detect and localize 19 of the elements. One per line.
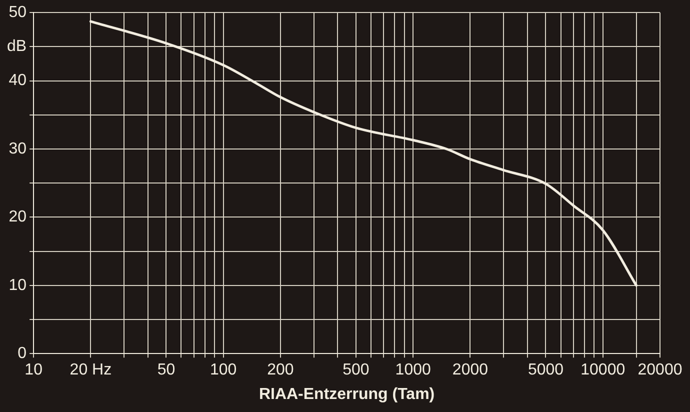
x-tick-label: 1000 [395, 362, 432, 379]
x-tick-label: 10 [24, 362, 43, 379]
x-tick-label: 20000 [638, 362, 682, 379]
x-tick-label: 50 [157, 362, 176, 379]
y-tick-label: 10 [8, 276, 27, 294]
x-tick-label: 20 Hz [70, 362, 112, 379]
x-tick-label: 2000 [452, 362, 488, 379]
y-tick-label: 50 [8, 4, 27, 22]
x-tick-label: 200 [267, 362, 294, 379]
x-tick-label: 5000 [528, 362, 564, 379]
x-axis-title: RIAA-Entzerrung (Tam) [258, 386, 435, 403]
x-tick-label: 10000 [580, 362, 626, 379]
y-tick-label: 20 [8, 208, 27, 226]
y-tick-label: dB [6, 38, 27, 56]
x-tick-label: 500 [342, 362, 370, 379]
x-tick-label: 100 [210, 362, 237, 379]
y-tick-label: 30 [8, 140, 27, 158]
y-tick-label: 40 [8, 72, 27, 90]
y-tick-label: 0 [18, 345, 27, 362]
